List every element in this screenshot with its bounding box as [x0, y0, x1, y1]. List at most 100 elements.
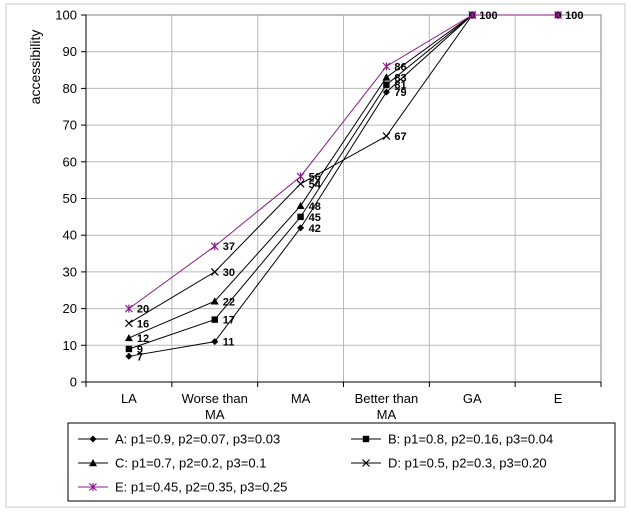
- data-label: 37: [223, 241, 235, 253]
- marker-square: [211, 316, 218, 323]
- data-label: 17: [223, 315, 235, 327]
- data-label: 22: [223, 296, 235, 308]
- legend-marker: [89, 459, 97, 467]
- legend-label: B: p1=0.8, p2=0.16, p3=0.04: [388, 432, 553, 447]
- data-label: 20: [137, 304, 149, 316]
- y-tick-label: 40: [63, 228, 77, 243]
- data-label: 7: [137, 351, 143, 363]
- series-line-e: [128, 14, 559, 310]
- data-labels: 7 11 42 79 9 17 45 81 100 100 12 22 48 83 16 30 54 67 20 37…: [137, 10, 584, 363]
- data-label: 56: [309, 171, 321, 183]
- marker-square: [297, 213, 304, 221]
- data-point-e: [468, 11, 477, 19]
- y-tick-label: 100: [55, 8, 77, 23]
- data-label: 48: [309, 201, 321, 213]
- marker-x: [210, 267, 219, 276]
- marker-diamond: [89, 435, 97, 443]
- legend-label: D: p1=0.5, p2=0.3, p3=0.20: [388, 456, 547, 471]
- x-tick-label: E: [554, 391, 563, 406]
- marker-x: [124, 319, 133, 328]
- marker-square: [362, 435, 370, 443]
- y-tick-label: 60: [63, 154, 77, 169]
- data-point-e: [210, 242, 219, 251]
- legend-marker: [89, 483, 97, 491]
- y-axis-label: accessibility: [27, 30, 43, 105]
- y-tick-label: 20: [63, 301, 77, 316]
- data-label: 100: [565, 10, 583, 22]
- y-tick-label: 70: [63, 118, 77, 133]
- data-point-a: [382, 88, 390, 96]
- marker-x: [296, 179, 305, 188]
- data-point-a: [125, 352, 133, 360]
- data-point-e: [554, 11, 563, 19]
- data-label: 79: [394, 87, 406, 99]
- data-point-c: [210, 297, 219, 305]
- y-tick-label: 90: [63, 44, 77, 59]
- x-tick-label: MA: [377, 407, 397, 422]
- marker-diamond: [211, 338, 219, 346]
- data-point-d: [296, 179, 305, 188]
- data-label: 81: [394, 80, 406, 92]
- data-label: 12: [137, 333, 149, 345]
- data-point-a: [297, 224, 305, 232]
- data-point-a: [211, 338, 219, 346]
- data-point-b: [297, 213, 304, 221]
- data-label: 45: [309, 212, 321, 224]
- data-label: 83: [394, 72, 406, 84]
- data-label: 30: [223, 267, 235, 279]
- data-point-c: [124, 333, 133, 342]
- data-point-b: [211, 316, 218, 323]
- legend-label: A: p1=0.9, p2=0.07, p3=0.03: [115, 432, 280, 447]
- grid: [85, 14, 602, 383]
- legend-item-a: A: p1=0.9, p2=0.07, p3=0.03: [78, 432, 280, 447]
- legend-marker: [362, 435, 370, 443]
- marker-triangle: [296, 201, 305, 210]
- data-point-c: [296, 201, 305, 210]
- y-tick-label: 50: [63, 191, 77, 206]
- y-tick-label: 0: [70, 375, 77, 390]
- data-label: 9: [137, 344, 143, 356]
- y-tick-label: 10: [63, 338, 77, 353]
- data-point-b: [383, 81, 390, 88]
- data-point-b: [125, 345, 133, 353]
- x-tick-label: Worse than: [182, 391, 248, 406]
- legend-marker: [89, 435, 97, 443]
- legend-marker: [362, 459, 370, 467]
- marker-triangle: [89, 459, 97, 467]
- y-tick-label: 30: [63, 264, 77, 279]
- marker-square: [125, 345, 133, 353]
- x-tick-label: Better than: [355, 391, 419, 406]
- legend-box: [67, 422, 616, 502]
- data-point-e: [124, 304, 133, 313]
- legend-label: E: p1=0.45, p2=0.35, p3=0.25: [115, 480, 287, 495]
- data-point-d: [124, 319, 133, 328]
- marker-triangle: [382, 73, 391, 81]
- data-point-c: [382, 73, 391, 81]
- data-point-e: [296, 172, 305, 181]
- data-label: 42: [309, 223, 321, 235]
- data-label: 100: [479, 10, 497, 22]
- legend-item-e: E: p1=0.45, p2=0.35, p3=0.25: [78, 480, 287, 495]
- marker-triangle: [210, 297, 219, 305]
- x-tick-label: GA: [463, 391, 482, 406]
- data-label: 67: [394, 131, 406, 143]
- data-point-e: [382, 62, 391, 71]
- data-label: 54: [309, 179, 322, 191]
- x-tick-label: MA: [205, 407, 225, 422]
- legend-item-c: C: p1=0.7, p2=0.2, p3=0.1: [78, 456, 266, 471]
- y-tick-label: 80: [63, 81, 77, 96]
- x-tick-label: LA: [121, 391, 137, 406]
- marker-square: [383, 81, 390, 88]
- marker-diamond: [382, 88, 390, 96]
- marker-x: [362, 459, 370, 467]
- legend-label: C: p1=0.7, p2=0.2, p3=0.1: [115, 456, 266, 471]
- legend-item-b: B: p1=0.8, p2=0.16, p3=0.04: [351, 432, 553, 447]
- legend: A: p1=0.9, p2=0.07, p3=0.03 B: p1=0.8, p2…: [67, 422, 616, 502]
- marker-diamond: [125, 352, 133, 360]
- marker-x: [382, 132, 391, 141]
- marker-triangle: [124, 333, 133, 342]
- data-point-d: [210, 267, 219, 276]
